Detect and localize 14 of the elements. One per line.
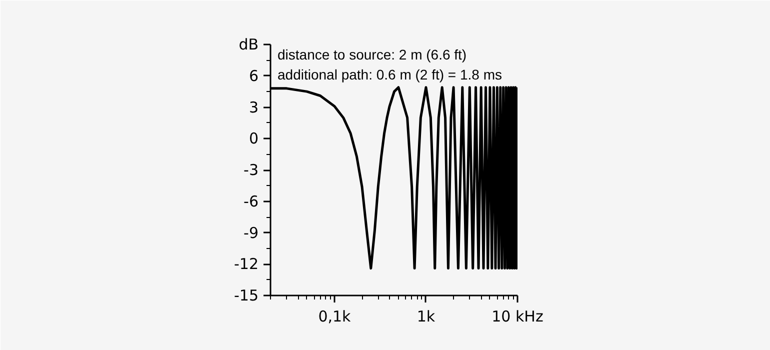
y-tick-label: -3 (244, 161, 259, 179)
y-tick-label: dB (238, 36, 258, 54)
y-tick-label: 0 (248, 130, 259, 148)
annotation: additional path: 0.6 m (2 ft) = 1.8 ms (278, 66, 502, 82)
y-tick-label: 3 (248, 98, 259, 116)
annotation: distance to source: 2 m (6.6 ft) (278, 46, 467, 62)
y-tick-label: -15 (234, 286, 258, 304)
y-tick-label: -9 (244, 224, 259, 242)
x-tick-label: 10 kHz (492, 308, 544, 326)
y-tick-label: -6 (244, 192, 259, 210)
y-tick-label: -12 (234, 255, 258, 274)
x-tick-label: 0,1k (318, 308, 352, 326)
y-tick-label: 6 (248, 66, 259, 85)
x-tick-label: 1k (416, 308, 436, 326)
